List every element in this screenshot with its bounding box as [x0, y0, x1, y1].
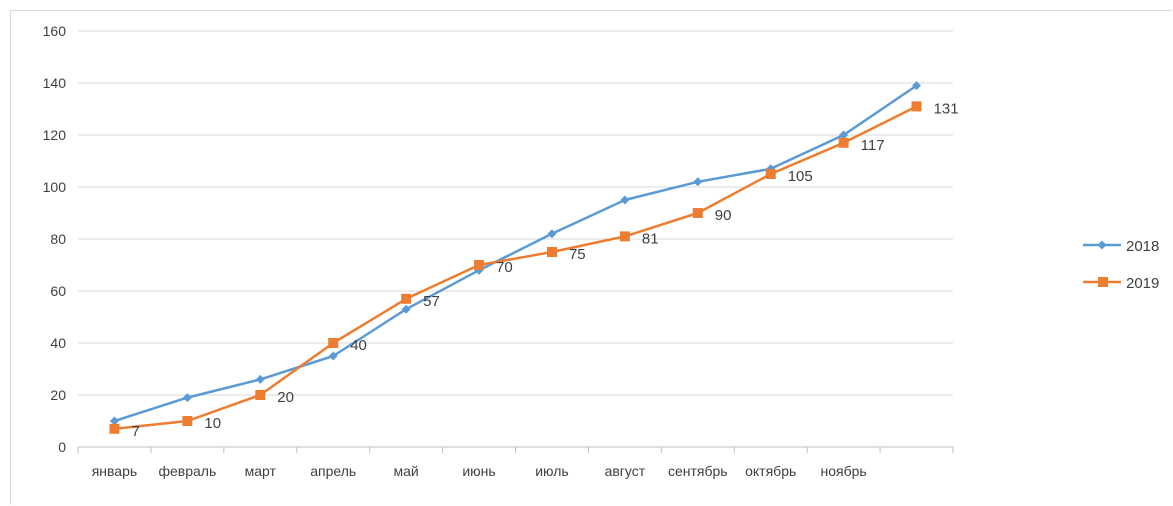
- x-tick-label: апрель: [310, 463, 356, 479]
- data-point-2018: [328, 351, 338, 361]
- data-label-2019: 105: [788, 168, 813, 185]
- data-label-2019: 57: [423, 293, 440, 310]
- data-label-2019: 40: [350, 337, 367, 354]
- y-tick-label: 40: [50, 335, 66, 351]
- data-point-2018: [912, 81, 922, 91]
- data-point-2018: [109, 416, 119, 426]
- series-line-2018: [113, 84, 918, 423]
- data-point-2018: [182, 393, 192, 403]
- x-tick-label: ноябрь: [821, 463, 867, 479]
- data-point-2018: [693, 177, 703, 187]
- x-tick-label: июнь: [462, 463, 495, 479]
- x-tick-label: август: [605, 463, 646, 479]
- data-point-2019: [619, 231, 630, 242]
- data-point-2019: [401, 293, 412, 304]
- data-point-2019: [474, 260, 485, 270]
- y-tick-label: 100: [43, 179, 67, 195]
- data-label-2019: 7: [131, 423, 139, 440]
- data-point-2018: [547, 229, 557, 239]
- legend-label-2019: 2019: [1126, 275, 1159, 292]
- data-point-2019: [328, 338, 339, 348]
- data-point-2018: [620, 195, 630, 205]
- data-point-2019: [692, 208, 703, 218]
- data-point-2019: [182, 416, 193, 426]
- y-tick-label: 60: [50, 283, 66, 299]
- data-label-2019: 70: [496, 259, 513, 276]
- data-point-2019: [838, 137, 849, 148]
- x-tick-label: январь: [92, 463, 137, 479]
- data-label-2019: 117: [861, 137, 885, 154]
- y-tick-label: 160: [43, 23, 67, 39]
- y-tick-label: 120: [43, 127, 67, 143]
- y-tick-label: 0: [58, 439, 66, 455]
- data-point-2018: [401, 304, 411, 314]
- x-axis: январь февраль март апрель май июнь июль август…: [77, 446, 954, 479]
- data-point-2019: [911, 101, 922, 112]
- data-point-2018: [255, 374, 265, 384]
- gridlines: [78, 30, 953, 396]
- chart-frame: [10, 10, 1172, 505]
- y-tick-label: 20: [50, 387, 66, 403]
- legend-marker-2019: [1098, 277, 1108, 287]
- data-label-2019: 20: [277, 389, 294, 406]
- data-label-2019: 75: [569, 246, 586, 263]
- x-tick-label: май: [394, 463, 419, 479]
- legend: 2018 2019: [1083, 238, 1159, 292]
- data-label-2019: 10: [204, 415, 221, 432]
- x-tick-label: октябрь: [745, 463, 796, 479]
- y-tick-label: 80: [50, 231, 66, 247]
- x-tick-label: июль: [535, 463, 568, 479]
- y-tick-label: 140: [43, 75, 67, 91]
- x-tick-label: сентябрь: [668, 463, 728, 479]
- series-line-2019: [113, 105, 918, 431]
- legend-label-2018: 2018: [1126, 238, 1159, 255]
- data-point-2018: [839, 130, 849, 140]
- x-tick-label: февраль: [158, 463, 216, 479]
- series-layer: [109, 81, 922, 434]
- data-label-2019: 90: [715, 207, 732, 224]
- data-point-2019: [546, 247, 557, 257]
- legend-marker-2018: [1097, 240, 1107, 250]
- data-point-2019: [109, 423, 120, 434]
- data-label-2019: 81: [642, 230, 659, 247]
- data-labels: 7 10 20 40 57 70 75 81 90 105 117 131: [131, 100, 958, 439]
- x-tick-label: март: [245, 463, 277, 479]
- data-label-2019: 131: [934, 100, 959, 117]
- data-point-2019: [765, 169, 776, 179]
- data-point-2019: [255, 390, 266, 400]
- y-axis: 0 20 40 60 80 100 120 140 160: [43, 23, 67, 455]
